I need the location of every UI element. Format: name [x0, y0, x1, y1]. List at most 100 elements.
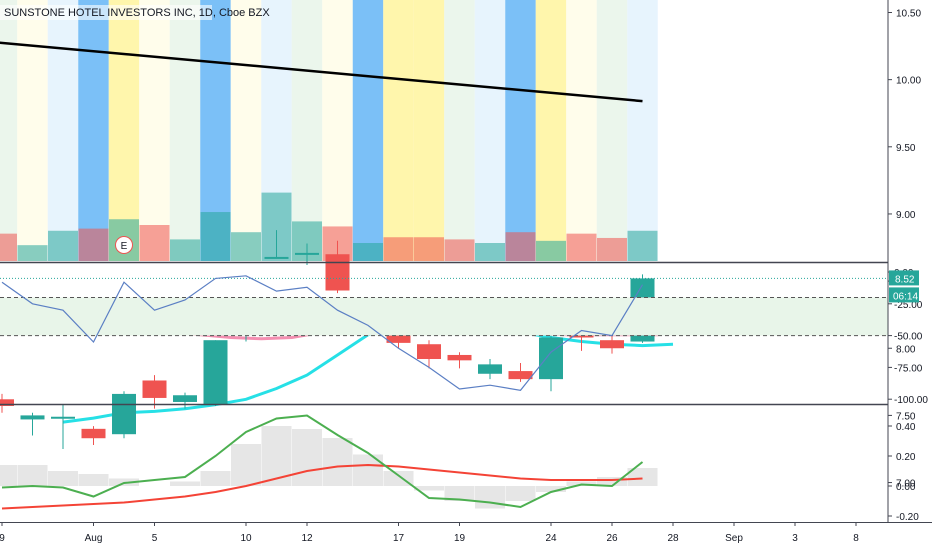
histogram-bar [597, 477, 627, 486]
time-tick-label: 19 [454, 533, 466, 544]
background-band [505, 0, 536, 261]
background-band [139, 0, 170, 261]
background-band [444, 0, 475, 261]
histogram-bar [170, 481, 200, 486]
time-axis-bg [0, 522, 932, 550]
histogram-bar [0, 465, 17, 486]
price-tick-label: 10.00 [896, 76, 921, 87]
candle-body [478, 364, 502, 374]
volume-bar [444, 239, 475, 261]
background-band [566, 0, 597, 261]
time-tick-label: 9 [0, 533, 5, 544]
candle-body [508, 371, 533, 380]
earnings-circle [115, 236, 133, 254]
candle-body [600, 340, 624, 349]
histogram-bar [200, 471, 231, 486]
background-band [413, 0, 445, 261]
histogram-bar [505, 486, 536, 501]
time-tick-label: 26 [606, 533, 618, 544]
background-band [322, 0, 353, 261]
macd-line [1, 414, 644, 509]
volume-bar [505, 232, 536, 261]
volume-bar [231, 232, 261, 261]
candle-body [417, 344, 441, 359]
candle-body [51, 416, 75, 419]
histogram-bar [414, 486, 444, 491]
candle-body [203, 340, 228, 405]
time-tick-label: 3 [792, 533, 798, 544]
candle-body [539, 337, 563, 380]
time-tick-label: 10 [240, 533, 252, 544]
histogram-bar [48, 471, 78, 486]
time-tick-label: 17 [393, 533, 405, 544]
earnings-label: E [121, 241, 128, 252]
candle-body [20, 415, 45, 420]
volume-bar [414, 237, 444, 261]
candle-body [264, 256, 289, 259]
countdown-label: 06:14 [893, 291, 918, 302]
volume-bar [566, 233, 597, 261]
histogram-bar [231, 444, 261, 486]
time-tick-label: 8 [853, 533, 859, 544]
volume-bar [597, 237, 627, 261]
volume-bar [200, 212, 231, 261]
histogram-bar [536, 486, 566, 492]
histogram-bar [627, 468, 658, 486]
candle-body [173, 395, 197, 402]
candle-body [81, 428, 106, 439]
oscillator-tick-label: -50.00 [894, 332, 923, 343]
volume-bar [139, 225, 170, 261]
macd-tick-label: 0.00 [896, 482, 916, 493]
time-tick-label: 28 [667, 533, 679, 544]
background-band [627, 0, 658, 261]
oscillator-band [0, 297, 888, 336]
time-tick-label: Sep [725, 533, 743, 544]
volume-bar [78, 228, 109, 261]
price-tick-label: 9.00 [896, 210, 916, 221]
oscillator-tick-label: -75.00 [894, 363, 923, 374]
background-band [47, 0, 79, 261]
macd-tick-label: 0.20 [896, 452, 916, 463]
time-tick-label: 24 [545, 533, 557, 544]
price-tick-label: 8.00 [896, 344, 916, 355]
volume-bar [383, 237, 414, 261]
last-price-label: 8.52 [895, 274, 915, 285]
volume-bar [17, 245, 48, 261]
last-price-badge [889, 270, 919, 286]
macd-tick-label: -0.20 [896, 512, 919, 523]
countdown-badge [889, 287, 919, 303]
background-band [291, 0, 323, 261]
volume-bar [475, 243, 505, 261]
histogram-bar [17, 465, 48, 486]
background-bands [0, 0, 658, 261]
earnings-marker: E [115, 236, 133, 254]
volume-bar [353, 243, 383, 261]
oscillator-line [1, 275, 644, 391]
volume-bar [48, 230, 78, 261]
volume-bar [536, 240, 566, 261]
time-tick-label: Aug [85, 533, 103, 544]
macd-signal-line [1, 463, 643, 510]
histogram-bar [78, 474, 109, 486]
histogram-bar [322, 438, 353, 486]
volume-bar [170, 239, 200, 261]
background-band [0, 0, 18, 261]
oscillator-tick-label: -100.00 [894, 395, 928, 406]
background-band [474, 0, 506, 261]
time-tick-label: 5 [152, 533, 158, 544]
histogram-bar [261, 426, 292, 486]
price-tick-label: 9.50 [896, 143, 916, 154]
candle-body [295, 252, 319, 255]
background-band [108, 0, 140, 261]
candle-body [325, 254, 350, 291]
volume-bar [627, 230, 658, 261]
time-tick-label: 12 [301, 533, 313, 544]
macd-tick-label: 0.40 [896, 422, 916, 433]
histogram-bar [353, 454, 383, 486]
volume-bar [0, 233, 17, 261]
oscillator-tick-label: -25.00 [894, 300, 923, 311]
background-band [169, 0, 201, 261]
chart-title: SUNSTONE HOTEL INVESTORS INC, 1D, Cboe B… [4, 7, 270, 19]
